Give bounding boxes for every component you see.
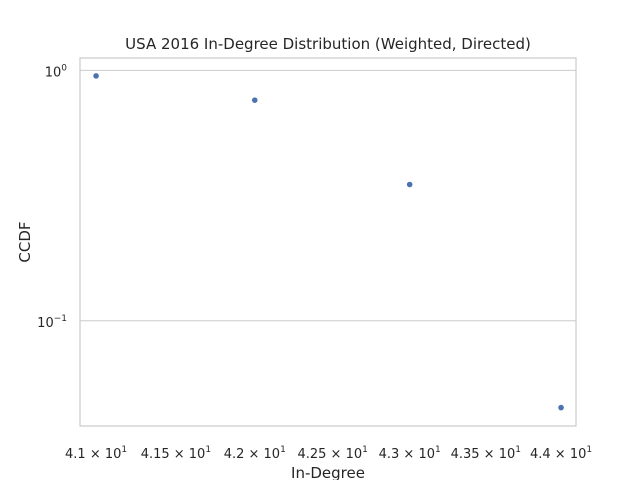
data-point [251, 97, 258, 103]
y-axis-label: CCDF [16, 221, 34, 262]
y-axis-ticks: 100 10−1 [37, 63, 67, 330]
x-tick-label: 4.4 × 101 [530, 445, 592, 462]
x-tick-label: 4.35 × 101 [451, 445, 521, 462]
x-axis-label: In-Degree [291, 464, 365, 480]
data-points [93, 73, 564, 411]
chart-title: USA 2016 In-Degree Distribution (Weighte… [125, 35, 531, 53]
y-tick-label: 100 [45, 63, 68, 80]
x-tick-label: 4.1 × 101 [65, 445, 127, 462]
data-point [406, 181, 413, 188]
grid-lines [80, 69, 576, 322]
y-tick-label: 10−1 [37, 314, 67, 331]
x-axis-ticks: 4.1 × 101 4.15 × 101 4.2 × 101 4.25 × 101 4.… [65, 445, 592, 462]
data-point [558, 404, 564, 411]
x-tick-label: 4.3 × 101 [379, 445, 441, 462]
data-point [93, 73, 99, 79]
plot-frame [79, 57, 577, 427]
x-tick-label: 4.2 × 101 [224, 445, 286, 462]
x-tick-label: 4.15 × 101 [141, 445, 211, 462]
x-tick-label: 4.25 × 101 [297, 445, 367, 462]
